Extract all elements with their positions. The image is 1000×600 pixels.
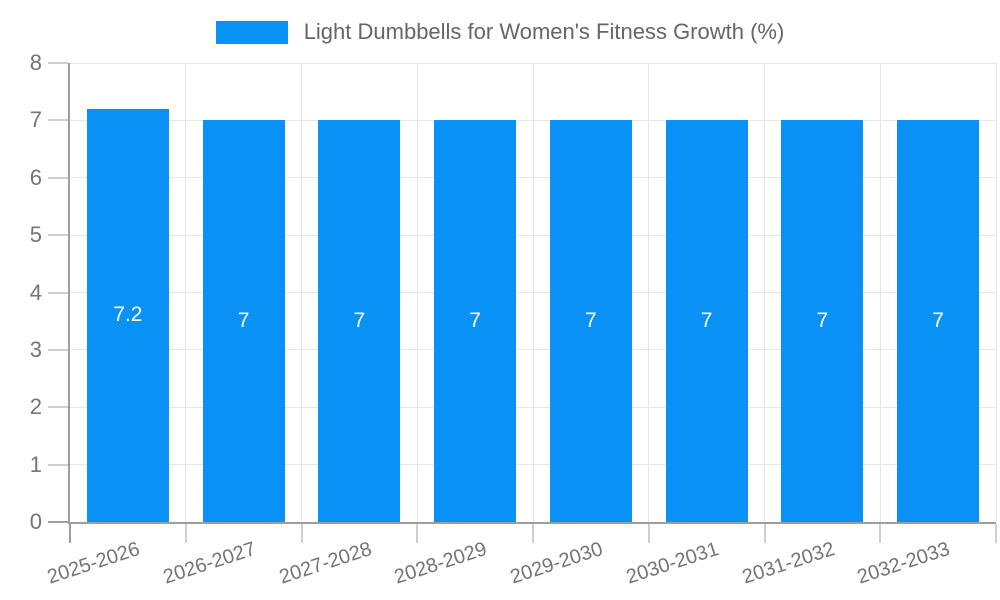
y-tick-label: 4 <box>29 279 42 305</box>
bars-layer: 7.2 7 7 7 7 7 7 7 <box>70 63 996 522</box>
legend-swatch <box>215 20 288 44</box>
y-tick-label: 1 <box>29 451 42 477</box>
gridline-vertical <box>764 63 765 522</box>
bar: 7 <box>781 120 864 522</box>
bar: 7 <box>665 120 748 522</box>
x-axis-tick <box>69 524 71 543</box>
bar-chart-plot-area: 7.2 7 7 7 7 7 7 7 0 1 2 3 4 5 6 7 8 2025-2026 2026-2027 20… <box>30 51 997 588</box>
bar-value-label: 7 <box>353 309 366 333</box>
x-tick-label: 2032-2033 <box>855 538 953 589</box>
x-axis-tick <box>995 524 997 543</box>
bar-value-label: 7 <box>585 309 597 333</box>
gridline-vertical <box>648 63 650 522</box>
y-tick-label: 0 <box>29 509 42 534</box>
bar-value-label: 7 <box>237 309 250 333</box>
x-tick-label: 2029-2030 <box>507 538 606 589</box>
y-tick-label: 3 <box>29 336 42 362</box>
axis-ticks-layer: 0 1 2 3 4 5 6 7 8 2025-2026 2026-2027 2027-2028 2028… <box>30 51 997 588</box>
bar-value-label: 7 <box>816 309 829 333</box>
bar: 7 <box>202 120 285 522</box>
legend-label: Light Dumbbells for Women's Fitness Grow… <box>303 19 785 44</box>
legend[interactable]: Light Dumbbells for Women's Fitness Grow… <box>0 19 1000 45</box>
gridline-vertical <box>416 63 418 522</box>
x-tick-label: 2027-2028 <box>276 538 375 589</box>
bar-value-label: 7 <box>469 309 481 333</box>
bar: 7 <box>318 120 401 522</box>
y-axis-tick <box>48 62 68 64</box>
x-tick-label: 2026-2027 <box>160 538 259 589</box>
bar: 7 <box>549 120 632 522</box>
x-tick-label: 2028-2029 <box>392 538 490 589</box>
gridline-vertical <box>995 63 997 522</box>
y-axis-tick <box>48 119 68 122</box>
bar: 7 <box>434 120 517 522</box>
x-axis-tick <box>300 524 303 543</box>
gridline-vertical <box>879 63 881 522</box>
x-tick-label: 2025-2026 <box>44 538 143 589</box>
y-axis-tick <box>48 463 68 466</box>
y-tick-label: 7 <box>29 107 42 133</box>
y-axis-tick <box>48 521 68 523</box>
gridline-vertical <box>185 63 187 522</box>
x-axis-tick <box>184 524 187 543</box>
x-axis-tick <box>532 524 534 543</box>
y-axis-tick <box>48 348 68 351</box>
gridline-vertical <box>532 63 534 522</box>
bar-value-label: 7 <box>700 309 713 333</box>
bar: 7.2 <box>86 108 169 522</box>
bar-value-label: 7.2 <box>113 303 143 327</box>
x-tick-label: 2031-2032 <box>739 538 838 589</box>
x-axis-tick <box>879 524 882 543</box>
x-axis-tick <box>416 524 419 543</box>
gridline-vertical <box>301 63 302 522</box>
y-axis-tick <box>48 234 68 237</box>
y-tick-label: 2 <box>29 394 42 420</box>
x-axis-tick <box>763 524 766 543</box>
x-tick-label: 2030-2031 <box>623 538 722 589</box>
y-axis-tick <box>48 406 68 409</box>
x-axis-tick <box>647 524 650 543</box>
y-axis-tick <box>48 176 68 179</box>
bar: 7 <box>897 120 980 522</box>
y-tick-label: 6 <box>29 164 42 190</box>
y-axis-tick <box>48 291 68 294</box>
grid-layer <box>70 62 997 522</box>
y-tick-label: 8 <box>29 50 42 75</box>
y-tick-label: 5 <box>29 222 42 248</box>
bar-value-label: 7 <box>932 309 944 333</box>
